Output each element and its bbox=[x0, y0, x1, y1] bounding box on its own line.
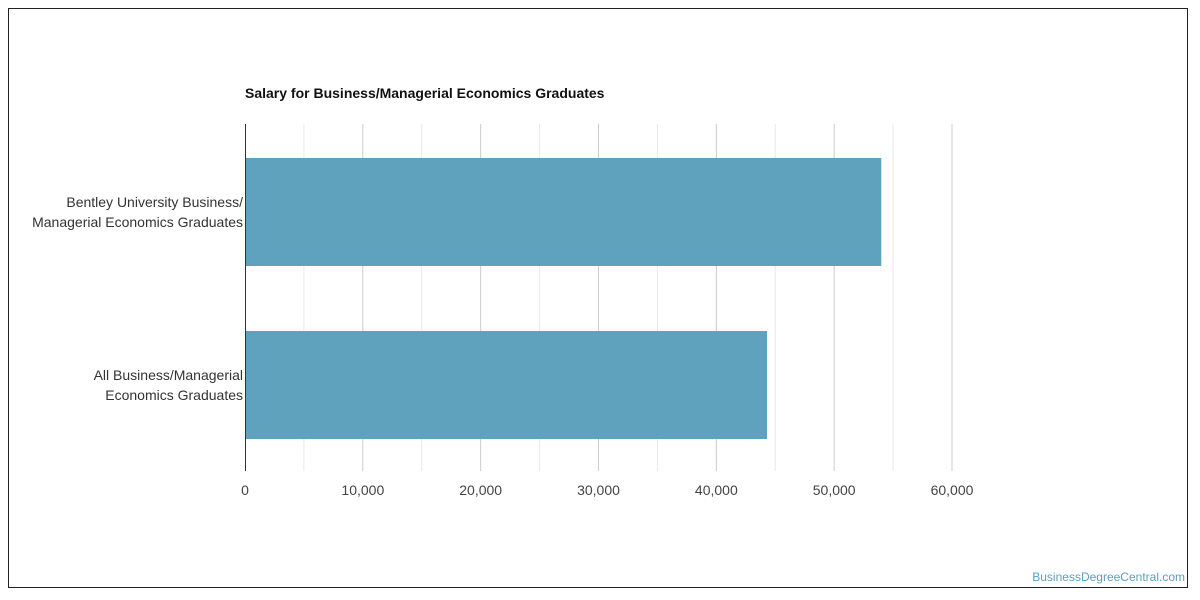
y-category-label-line: Bentley University Business/ bbox=[66, 194, 243, 210]
x-tick-label: 60,000 bbox=[931, 482, 974, 498]
y-category-label-line: Managerial Economics Graduates bbox=[32, 214, 243, 230]
bar bbox=[245, 331, 768, 439]
bar bbox=[245, 158, 882, 266]
x-tick-label: 40,000 bbox=[695, 482, 738, 498]
x-tick-label: 10,000 bbox=[341, 482, 384, 498]
y-category-label-line: All Business/Managerial bbox=[93, 367, 243, 383]
y-category-label-line: Economics Graduates bbox=[105, 387, 243, 403]
x-tick-label: 50,000 bbox=[813, 482, 856, 498]
y-category-label: Bentley University Business/ Managerial … bbox=[32, 192, 243, 232]
x-tick-label: 20,000 bbox=[459, 482, 502, 498]
chart-frame bbox=[8, 8, 1188, 588]
x-tick-label: 30,000 bbox=[577, 482, 620, 498]
watermark: BusinessDegreeCentral.com bbox=[1032, 570, 1185, 584]
chart-title: Salary for Business/Managerial Economics… bbox=[245, 85, 605, 101]
y-category-label: All Business/Managerial Economics Gradua… bbox=[94, 365, 243, 405]
x-tick-label: 0 bbox=[241, 482, 249, 498]
